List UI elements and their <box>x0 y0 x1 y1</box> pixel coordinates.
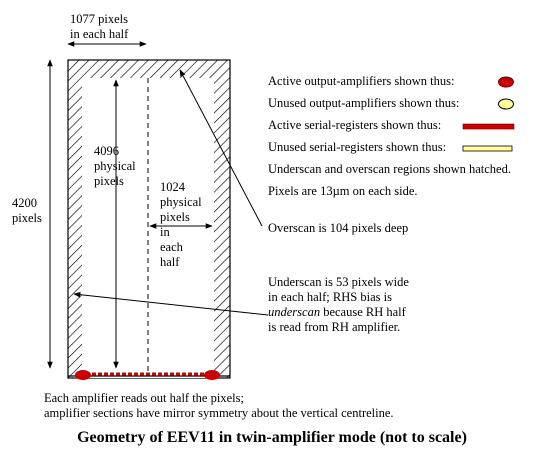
legend-active-amplifier-text: Active output-amplifiers shown thus: <box>268 74 455 88</box>
half-width-label-line: in <box>160 225 170 239</box>
active-output-amplifier-left <box>75 370 91 380</box>
top-width-label-line: in each half <box>70 27 129 41</box>
figure-caption: Geometry of EEV11 in twin-amplifier mode… <box>77 429 467 446</box>
legend-unused-amplifier-text: Unused output-amplifiers shown thus: <box>268 96 460 110</box>
readout-note-line: amplifier sections have mirror symmetry … <box>44 406 394 420</box>
legend-unused-amplifier-symbol <box>498 98 514 110</box>
underscan-text: is read from RH amplifier. <box>268 320 401 334</box>
overscan-pointer <box>179 69 263 227</box>
legend-unused-register-symbol <box>462 145 513 152</box>
total-height-label: 4200 pixels <box>12 196 42 226</box>
physical-height-label-line: 4096 <box>94 144 119 158</box>
underscan-annotation-line: underscan because RH half <box>268 305 409 320</box>
ccd-chip <box>67 59 231 380</box>
half-width-label-line: physical <box>160 195 202 209</box>
legend-unused-register-text: Unused serial-registers shown thus: <box>268 140 447 154</box>
physical-height-label: 4096 physical pixels <box>94 144 136 189</box>
total-height-label-line: pixels <box>12 211 42 225</box>
underscan-annotation-lines: Underscan is 53 pixels wide in each half;… <box>268 275 409 335</box>
underscan-text: Underscan is 53 pixels wide <box>268 275 409 289</box>
underscan-annotation-line: is read from RH amplifier. <box>268 320 409 335</box>
underscan-text: because RH half <box>320 305 406 319</box>
legend-active-register-symbol <box>462 123 515 130</box>
underscan-annotation-line: Underscan is 53 pixels wide <box>268 275 409 290</box>
underscan-emphasis: underscan <box>268 305 321 319</box>
top-width-label-line: 1077 pixels <box>70 12 128 26</box>
half-width-label-line: pixels <box>160 210 190 224</box>
legend-pixel-size-text: Pixels are 13µm on each side. <box>268 184 418 198</box>
underscan-annotation: Underscan is 53 pixels wide in each half;… <box>268 275 409 335</box>
physical-height-label-line: pixels <box>94 174 124 188</box>
top-width-label: 1077 pixels in each half <box>70 12 128 42</box>
total-height-label-line: 4200 <box>12 196 37 210</box>
underscan-text: in each half; RHS bias is <box>268 290 392 304</box>
underscan-pointer <box>73 291 269 316</box>
overscan-annotation: Overscan is 104 pixels deep <box>268 221 409 235</box>
underscan-annotation-line: in each half; RHS bias is <box>268 290 409 305</box>
legend-active-amplifier-symbol <box>498 76 514 88</box>
readout-note: Each amplifier reads out half the pixels… <box>44 391 394 421</box>
half-width-label: 1024 physical pixels in each half <box>160 180 202 270</box>
half-width-label-line: half <box>160 255 180 269</box>
half-width-label-line: each <box>160 240 183 254</box>
legend-active-register-text: Active serial-registers shown thus: <box>268 118 442 132</box>
legend-hatch-text: Underscan and overscan regions shown hat… <box>268 162 511 176</box>
physical-height-label-line: physical <box>94 159 136 173</box>
half-width-label-line: 1024 <box>160 180 185 194</box>
readout-note-line: Each amplifier reads out half the pixels… <box>44 391 244 405</box>
active-output-amplifier-right <box>204 370 220 380</box>
